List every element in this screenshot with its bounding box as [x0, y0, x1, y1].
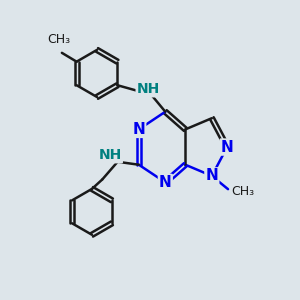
- Text: N: N: [159, 175, 172, 190]
- Text: NH: NH: [136, 82, 160, 96]
- Text: NH: NH: [99, 148, 122, 162]
- Text: N: N: [221, 140, 233, 154]
- Text: CH₃: CH₃: [47, 33, 70, 46]
- Text: N: N: [206, 168, 218, 183]
- Text: CH₃: CH₃: [232, 185, 255, 198]
- Text: N: N: [132, 122, 145, 137]
